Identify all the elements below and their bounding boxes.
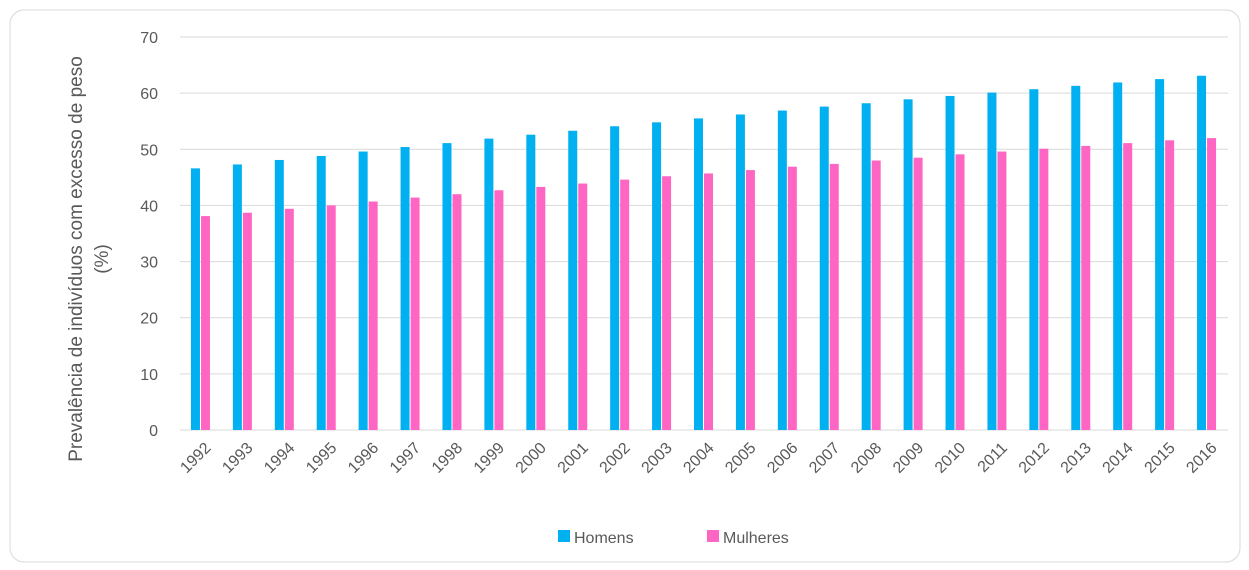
bar [400,147,410,431]
bar [652,122,662,430]
bar [610,126,620,430]
y-tick-label: 0 [149,423,158,440]
bar [190,168,200,431]
bar [945,95,955,430]
bar [1123,143,1133,431]
bar [1081,145,1091,430]
bar [274,159,284,430]
bar [368,201,378,430]
bar [829,163,839,430]
bar [316,156,326,430]
bar [358,151,368,430]
bar [536,186,546,430]
bar [745,170,755,430]
bar [452,194,462,430]
bar [526,134,536,430]
bar [777,110,787,430]
bar [1155,79,1165,430]
y-tick-label: 10 [140,367,158,384]
bar [1071,85,1081,430]
bar [442,143,452,431]
y-tick-label: 70 [140,30,158,47]
bar [1197,75,1207,430]
bar [861,103,871,431]
bar [735,114,745,430]
legend-label: Homens [574,530,634,547]
bar [232,164,242,431]
y-tick-label: 60 [140,86,158,103]
bar [1029,89,1039,430]
bar [913,157,923,430]
y-tick-label: 30 [140,255,158,272]
bar [484,138,494,430]
bar [200,216,210,430]
bar [987,92,997,431]
bar [568,130,578,430]
bar [410,197,420,430]
bar [1165,140,1175,430]
bar [242,212,252,430]
bar [494,190,504,430]
y-tick-label: 20 [140,311,158,328]
bar [903,99,913,430]
bar [578,183,588,430]
bar [620,179,630,430]
bar [704,173,713,431]
bar [787,166,797,430]
bar [1039,148,1049,430]
bar [819,106,829,431]
legend-swatch [707,530,719,542]
legend-label: Mulheres [723,530,789,547]
bar [1207,138,1217,431]
bar [662,176,672,430]
bar [997,151,1007,430]
bar [955,154,965,431]
y-tick-label: 50 [140,142,158,159]
bar [326,205,336,430]
bar [694,118,703,431]
y-tick-label: 40 [140,198,158,215]
bar [871,160,881,430]
y-axis-label: Prevalência de indivíduos com excesso de… [66,56,113,462]
bar [1113,82,1123,431]
legend-swatch [558,530,570,542]
bar [284,208,294,430]
